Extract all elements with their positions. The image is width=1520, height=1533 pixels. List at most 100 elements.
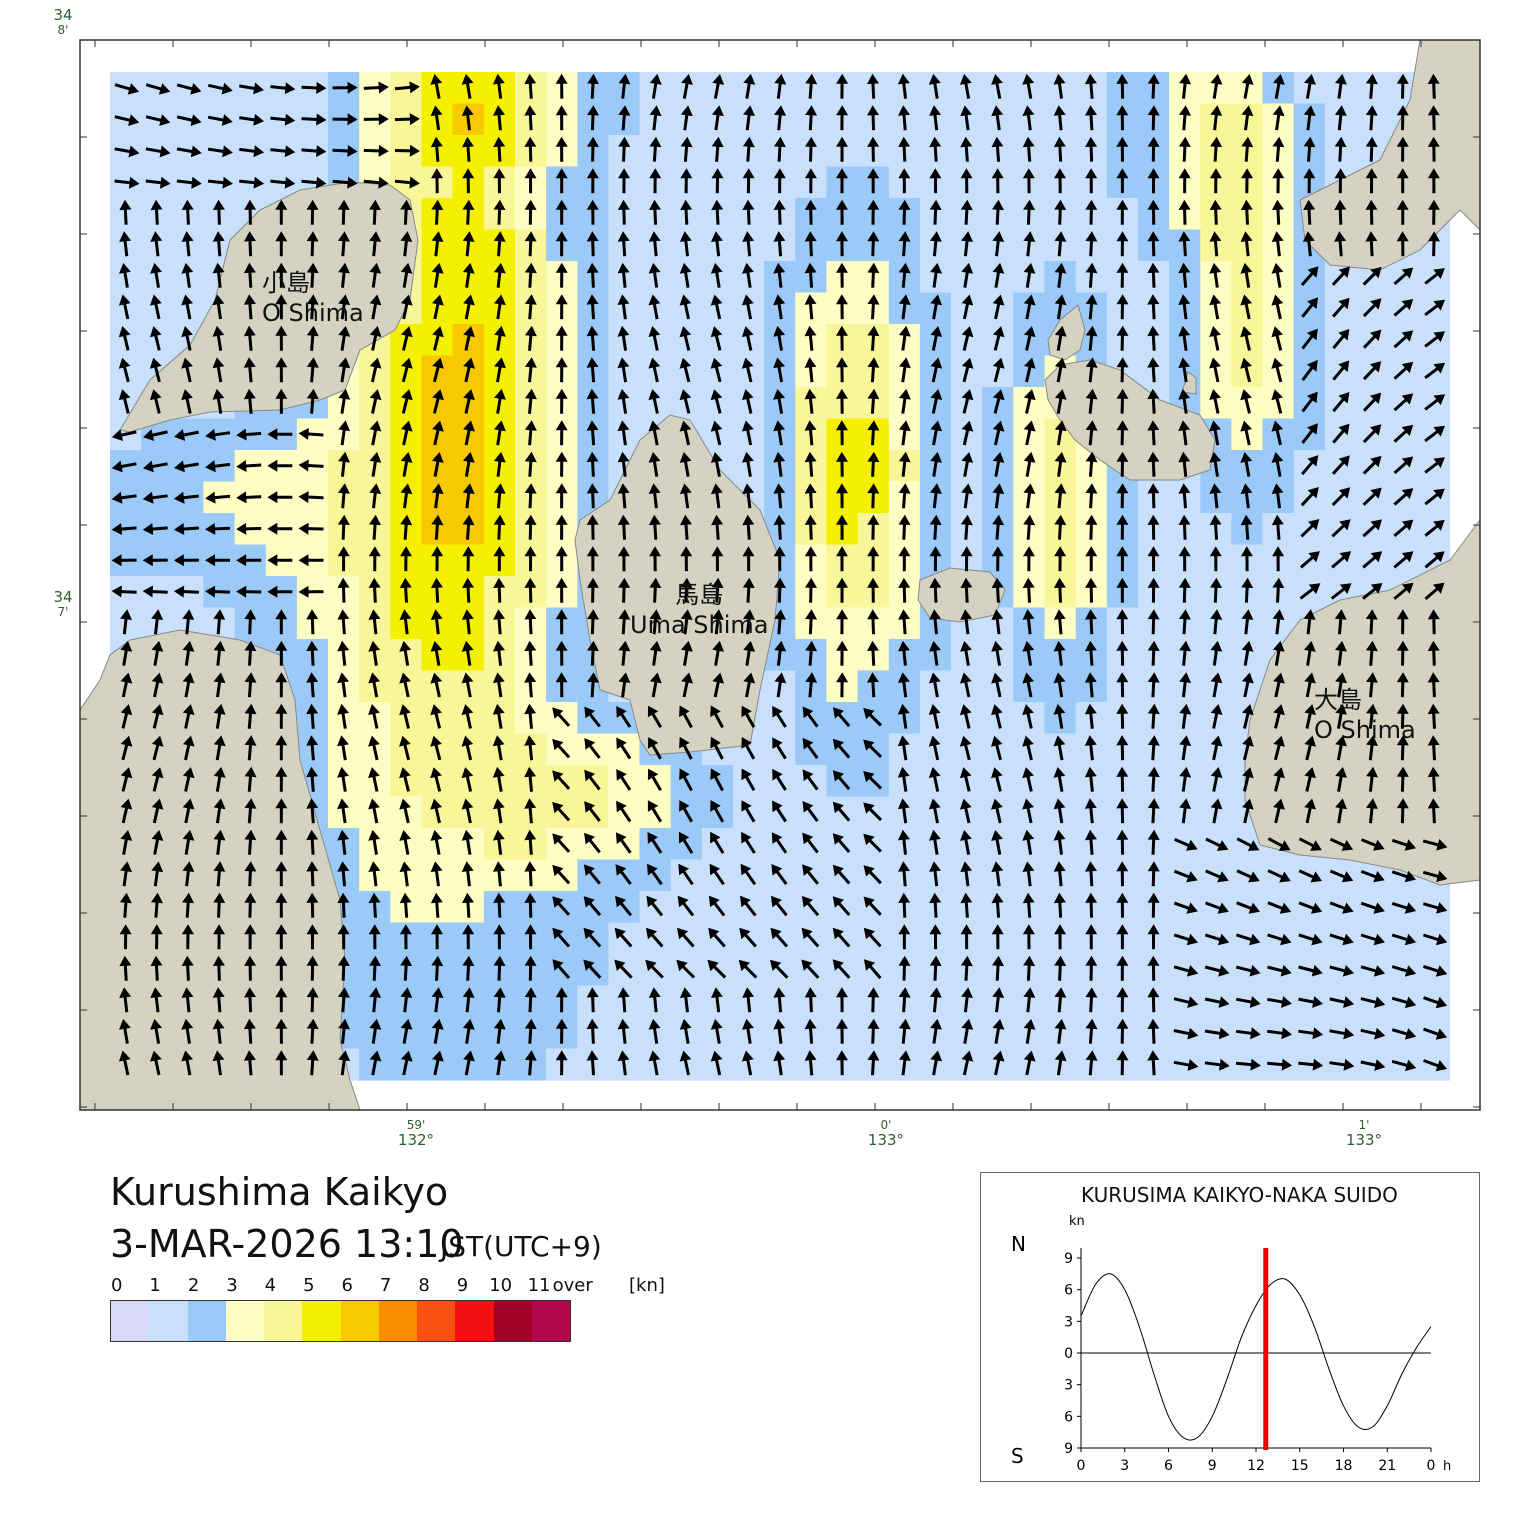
current-arrow bbox=[173, 585, 199, 598]
current-arrow bbox=[363, 176, 389, 189]
current-arrow bbox=[1054, 451, 1067, 477]
current-arrow bbox=[836, 546, 848, 572]
current-arrow bbox=[992, 357, 1005, 383]
current-arrow bbox=[1241, 168, 1253, 194]
current-arrow bbox=[430, 577, 443, 603]
current-arrow bbox=[1147, 105, 1160, 131]
current-arrow bbox=[1209, 546, 1222, 572]
current-arrow bbox=[338, 420, 351, 446]
current-arrow bbox=[1116, 262, 1129, 288]
current-arrow bbox=[1334, 168, 1347, 194]
current-arrow bbox=[181, 199, 194, 225]
current-arrow bbox=[586, 577, 599, 603]
current-arrow bbox=[1209, 389, 1221, 414]
current-arrow bbox=[1272, 105, 1285, 131]
current-arrow bbox=[1054, 420, 1067, 446]
current-arrow bbox=[617, 388, 630, 414]
current-arrow bbox=[1023, 514, 1036, 540]
current-arrow bbox=[332, 176, 358, 189]
current-arrow bbox=[1424, 551, 1445, 569]
current-arrow bbox=[1240, 452, 1253, 477]
current-arrow bbox=[679, 389, 692, 414]
current-arrow bbox=[1240, 483, 1253, 509]
current-arrow bbox=[524, 105, 537, 131]
current-arrow bbox=[1116, 420, 1129, 446]
current-arrow bbox=[586, 231, 599, 257]
legend-color-bar bbox=[110, 1300, 571, 1342]
current-arrow bbox=[555, 388, 568, 414]
current-arrow bbox=[111, 585, 137, 598]
current-arrow bbox=[898, 546, 911, 572]
current-arrow bbox=[181, 294, 193, 320]
current-arrow bbox=[338, 294, 351, 320]
lat-label-top: 34 8' bbox=[45, 8, 81, 38]
current-arrow bbox=[1023, 451, 1036, 477]
current-arrow bbox=[243, 294, 256, 320]
current-arrow bbox=[369, 420, 382, 446]
current-arrow bbox=[1272, 136, 1285, 162]
current-arrow bbox=[462, 136, 474, 162]
current-arrow bbox=[1209, 168, 1222, 194]
current-arrow bbox=[1147, 514, 1160, 540]
current-arrow bbox=[337, 199, 350, 225]
current-arrow bbox=[244, 199, 257, 225]
current-arrow bbox=[493, 168, 506, 194]
current-arrow bbox=[338, 262, 350, 288]
current-arrow bbox=[617, 262, 630, 288]
current-arrow bbox=[119, 231, 132, 257]
current-arrow bbox=[648, 326, 661, 351]
current-arrow bbox=[207, 114, 233, 126]
current-arrow bbox=[1362, 424, 1382, 444]
current-arrow bbox=[1393, 393, 1414, 412]
current-arrow bbox=[1301, 297, 1319, 318]
current-arrow bbox=[275, 294, 288, 320]
current-arrow bbox=[555, 325, 568, 351]
current-arrow bbox=[267, 491, 293, 504]
current-arrow bbox=[867, 325, 880, 351]
current-arrow bbox=[1334, 199, 1347, 225]
current-arrow bbox=[239, 176, 265, 189]
current-arrow bbox=[1116, 168, 1129, 194]
current-arrow bbox=[368, 577, 381, 603]
current-arrow bbox=[493, 546, 506, 572]
current-arrow bbox=[1332, 423, 1350, 444]
island-label-o-shima: 大島 O Shima bbox=[1314, 685, 1416, 745]
current-arrow bbox=[1301, 360, 1318, 381]
current-arrow bbox=[960, 199, 973, 225]
current-arrow bbox=[1271, 231, 1284, 257]
current-arrow bbox=[992, 452, 1005, 477]
current-arrow bbox=[711, 231, 723, 257]
current-arrow bbox=[1116, 73, 1129, 99]
current-arrow bbox=[1271, 452, 1284, 477]
current-arrow bbox=[431, 231, 444, 257]
current-arrow bbox=[710, 357, 723, 383]
current-arrow bbox=[1271, 514, 1284, 540]
current-arrow bbox=[212, 231, 225, 257]
current-arrow bbox=[1023, 199, 1036, 225]
current-arrow bbox=[617, 294, 630, 320]
current-arrow bbox=[960, 514, 973, 540]
current-arrow bbox=[430, 74, 443, 99]
legend-tick-label: 9 bbox=[456, 1275, 469, 1296]
lat-min: 8' bbox=[57, 23, 69, 37]
current-arrow bbox=[742, 136, 755, 162]
current-arrow bbox=[267, 459, 293, 472]
current-arrow bbox=[1424, 457, 1445, 474]
current-arrow bbox=[711, 577, 724, 603]
current-arrow bbox=[1362, 298, 1382, 318]
current-arrow bbox=[332, 81, 358, 94]
current-arrow bbox=[618, 73, 631, 99]
current-arrow bbox=[1085, 105, 1097, 131]
current-arrow bbox=[1085, 483, 1098, 509]
current-arrow bbox=[1427, 136, 1440, 162]
current-arrow bbox=[960, 168, 973, 194]
current-arrow bbox=[181, 357, 193, 383]
current-arrow bbox=[369, 451, 382, 477]
current-arrow bbox=[1054, 168, 1066, 194]
current-arrow bbox=[493, 199, 506, 225]
current-arrow bbox=[1424, 425, 1445, 443]
current-arrow bbox=[773, 168, 786, 194]
current-arrow bbox=[961, 231, 973, 257]
current-arrow bbox=[369, 326, 382, 351]
